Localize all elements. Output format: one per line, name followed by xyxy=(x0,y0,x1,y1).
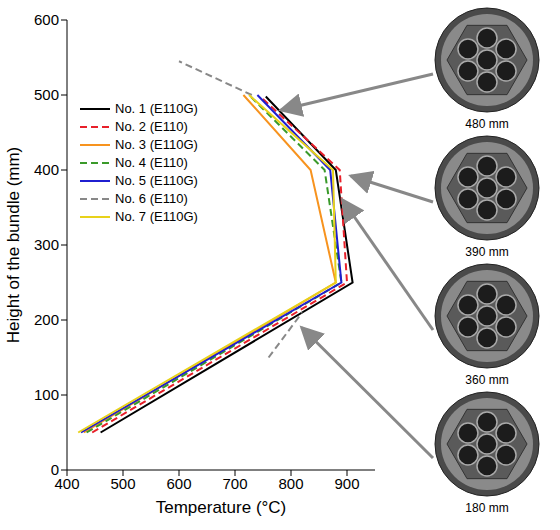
svg-text:360 mm: 360 mm xyxy=(465,373,508,387)
svg-text:180 mm: 180 mm xyxy=(465,501,508,515)
html-text:No. 6 (E110): No. 6 (E110) xyxy=(115,191,188,206)
html-text:No. 1 (E110G): No. 1 (E110G) xyxy=(115,101,198,116)
svg-text:400: 400 xyxy=(54,474,80,492)
svg-text:0: 0 xyxy=(51,461,59,478)
svg-text:500: 500 xyxy=(110,475,135,492)
html-text:No. 4 (E110): No. 4 (E110) xyxy=(115,155,188,170)
svg-text:Height of the bundle (mm): Height of the bundle (mm) xyxy=(4,147,23,344)
html-text:No. 2 (E110): No. 2 (E110) xyxy=(115,119,188,134)
svg-text:200: 200 xyxy=(34,311,59,328)
svg-text:100: 100 xyxy=(34,386,59,403)
svg-text:800: 800 xyxy=(278,475,303,492)
svg-text:400: 400 xyxy=(34,161,59,178)
svg-text:480 mm: 480 mm xyxy=(465,117,508,131)
svg-text:300: 300 xyxy=(34,236,59,253)
svg-text:600: 600 xyxy=(34,11,59,28)
svg-text:390 mm: 390 mm xyxy=(465,245,508,259)
html-text:No. 3 (E110G): No. 3 (E110G) xyxy=(115,137,198,152)
svg-text:900: 900 xyxy=(334,475,359,492)
svg-text:500: 500 xyxy=(34,86,59,103)
html-text:No. 7 (E110G): No. 7 (E110G) xyxy=(115,209,198,224)
svg-text:700: 700 xyxy=(222,475,247,492)
html-text:No. 5 (E110G): No. 5 (E110G) xyxy=(115,173,198,188)
svg-text:600: 600 xyxy=(166,475,191,492)
svg-text:Temperature (°C): Temperature (°C) xyxy=(156,498,287,517)
